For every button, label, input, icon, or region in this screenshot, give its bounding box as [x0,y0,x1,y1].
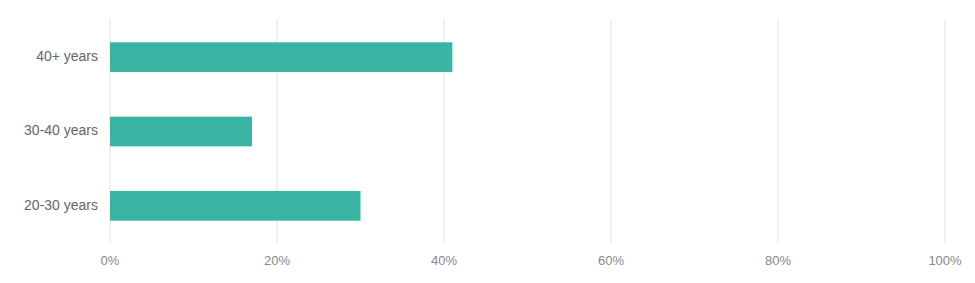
y-tick-label: 30-40 years [24,122,98,138]
x-tick-label: 100% [928,253,962,268]
bar [110,42,452,72]
grid-line [945,20,946,243]
y-tick-label: 20-30 years [24,197,98,213]
bar [110,117,252,147]
x-tick-label: 40% [431,253,457,268]
x-axis: 0% 20% 40% 60% 80% 100% [101,253,962,268]
x-tick-label: 80% [765,253,791,268]
x-tick-label: 0% [101,253,120,268]
chart-container: 0% 20% 40% 60% 80% 100% 40+ years 30-40 years 20… [0,0,975,283]
bars [110,42,452,220]
y-axis: 40+ years 30-40 years 20-30 years [24,48,98,213]
grid-line [778,20,779,243]
x-tick-label: 20% [264,253,290,268]
bar [110,191,361,221]
grid [110,20,945,243]
chart: 0% 20% 40% 60% 80% 100% 40+ years 30-40 years 20… [0,0,975,283]
grid-line [611,20,612,243]
y-tick-label: 40+ years [36,48,98,64]
x-tick-label: 60% [598,253,624,268]
